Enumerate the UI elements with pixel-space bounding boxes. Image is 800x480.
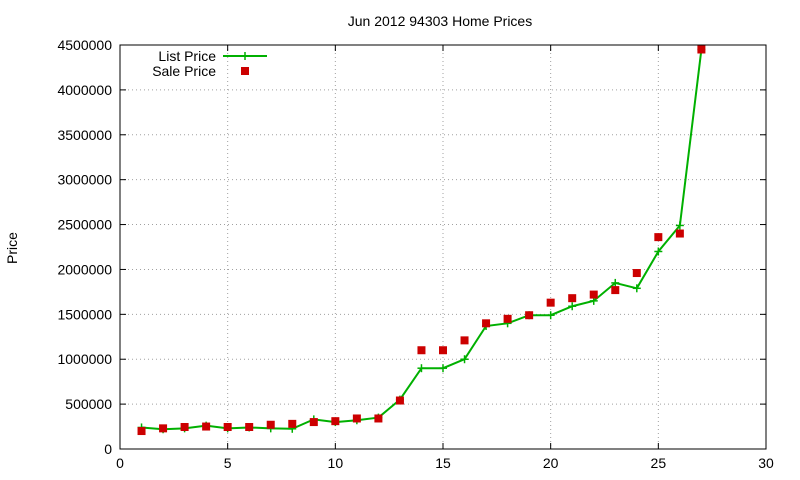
sale-price-point (503, 314, 512, 323)
x-tick-label: 0 (116, 455, 124, 471)
x-tick-label: 30 (758, 455, 774, 471)
list-price-point (568, 302, 577, 311)
chart-title: Jun 2012 94303 Home Prices (348, 13, 532, 29)
list-price-point (460, 355, 469, 364)
list-price-point (439, 364, 447, 373)
sale-price-point (589, 290, 598, 299)
legend-swatch-sale-price (241, 67, 249, 75)
x-tick-label: 5 (224, 455, 232, 471)
sale-price-point (331, 417, 340, 426)
sale-price-point (675, 229, 684, 238)
sale-price-point (288, 419, 297, 428)
sale-price-point (159, 424, 168, 433)
sale-price-point (245, 423, 254, 432)
y-tick-label: 1000000 (57, 351, 112, 367)
legend: List Price Sale Price (152, 48, 267, 79)
list-price-point (632, 284, 641, 293)
sale-price-point (395, 396, 404, 405)
sale-price-point (611, 286, 620, 295)
sale-price-point (460, 336, 469, 345)
sale-price-point (697, 45, 706, 54)
sale-price-point (180, 423, 189, 432)
x-tick-label: 20 (543, 455, 559, 471)
sale-price-point (417, 346, 426, 355)
sale-price-point (309, 418, 318, 427)
x-tick-label: 25 (651, 455, 667, 471)
sale-price-point (439, 346, 447, 355)
sale-price-point (525, 311, 534, 320)
list-price-point (417, 364, 426, 373)
sale-price-point (568, 294, 577, 303)
legend-marker-list-price (241, 52, 249, 60)
sale-price-point (137, 427, 146, 436)
list-price-point (654, 247, 663, 256)
sale-price-point (654, 233, 663, 242)
y-tick-label: 4500000 (57, 37, 112, 53)
axis-ticks: 0 5 10 15 20 25 30 0 500000 1000000 1500000 2000000… (57, 37, 774, 471)
x-tick-label: 10 (328, 455, 344, 471)
list-price-line (141, 49, 703, 431)
y-tick-label: 4000000 (57, 82, 112, 98)
legend-label-list-price: List Price (158, 48, 216, 64)
sale-price-point (482, 319, 491, 328)
sale-price-point (223, 423, 232, 432)
series-layer (137, 45, 706, 436)
list-price-point (611, 278, 620, 287)
sale-price-point (546, 298, 555, 307)
sale-price-point (374, 414, 383, 423)
y-tick-label: 500000 (65, 396, 112, 412)
list-price-point (675, 221, 684, 230)
y-tick-label: 2500000 (57, 217, 112, 233)
y-tick-label: 3000000 (57, 172, 112, 188)
sale-price-point (202, 422, 211, 431)
legend-label-sale-price: Sale Price (152, 63, 216, 79)
sale-price-point (632, 269, 641, 278)
grid (120, 45, 766, 449)
y-tick-label: 2000000 (57, 261, 112, 277)
y-tick-label: 3500000 (57, 127, 112, 143)
list-price-point (546, 311, 555, 320)
y-tick-label: 1500000 (57, 306, 112, 322)
x-tick-label: 15 (435, 455, 451, 471)
legend-swatches (223, 52, 267, 75)
y-tick-label: 0 (104, 441, 112, 457)
y-axis-label: Price (4, 232, 20, 264)
sale-price-point (266, 420, 275, 429)
sale-price-point (352, 414, 361, 423)
plot-frame (119, 44, 767, 450)
